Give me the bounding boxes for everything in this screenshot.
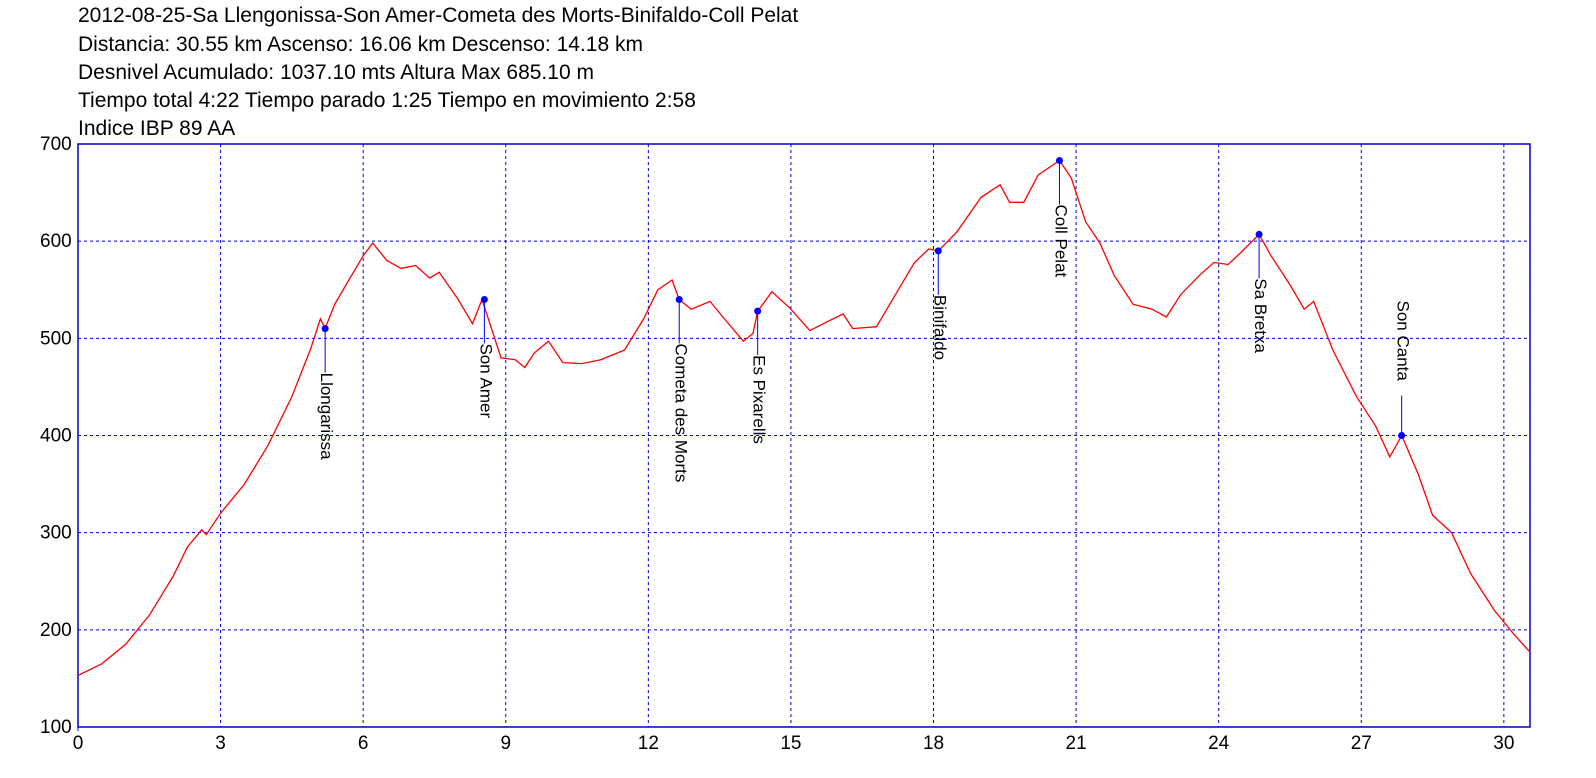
plot-frame bbox=[77, 143, 1531, 728]
elevation-line bbox=[77, 159, 1531, 677]
x-tick-label: 21 bbox=[1066, 733, 1087, 754]
subtitle: Tiempo total 4:22 Tiempo parado 1:25 Tie… bbox=[78, 89, 696, 112]
waypoint-marker bbox=[934, 247, 942, 255]
waypoint-label: Son Canta bbox=[1394, 301, 1413, 382]
x-tick-label: 27 bbox=[1351, 733, 1372, 754]
subtitle: Desnivel Acumulado: 1037.10 mts Altura M… bbox=[78, 61, 594, 84]
y-tick-label: 400 bbox=[40, 426, 72, 447]
x-tick-label: 3 bbox=[215, 733, 226, 754]
x-tick-label: 9 bbox=[500, 733, 511, 754]
waypoint-marker bbox=[1398, 432, 1406, 439]
waypoint-marker bbox=[480, 295, 488, 303]
waypoint-marker bbox=[754, 307, 762, 315]
y-tick-label: 200 bbox=[40, 620, 72, 641]
x-tick-label: 0 bbox=[73, 733, 84, 754]
x-tick-label: 24 bbox=[1208, 733, 1230, 754]
waypoint-label: Son Amer bbox=[476, 343, 495, 418]
waypoint-label: Es Pixarells bbox=[750, 355, 769, 444]
y-tick-label: 600 bbox=[40, 231, 72, 252]
waypoint-marker bbox=[1255, 230, 1263, 238]
y-tick-label: 500 bbox=[40, 328, 72, 349]
waypoint-marker bbox=[1055, 157, 1063, 165]
x-tick-label: 15 bbox=[780, 733, 801, 754]
x-tick-label: 6 bbox=[358, 733, 369, 754]
waypoint-label: Cometa des Morts bbox=[671, 343, 690, 482]
subtitle: Distancia: 30.55 km Ascenso: 16.06 km De… bbox=[78, 33, 643, 56]
x-tick-label: 18 bbox=[923, 733, 944, 754]
waypoint-label: Coll Pelat bbox=[1051, 205, 1070, 278]
subtitle: Indice IBP 89 AA bbox=[78, 117, 235, 140]
waypoint-marker bbox=[675, 295, 683, 303]
y-tick-label: 100 bbox=[40, 717, 72, 738]
x-tick-label: 30 bbox=[1493, 733, 1514, 754]
y-tick-label: 700 bbox=[40, 134, 72, 155]
x-tick-label: 12 bbox=[638, 733, 659, 754]
waypoint-label: Llongarissa bbox=[317, 373, 336, 460]
y-tick-label: 300 bbox=[40, 523, 72, 544]
waypoint-label: Sa Bretxa bbox=[1251, 278, 1270, 353]
waypoint-label: Binifaldo bbox=[930, 295, 949, 360]
waypoint-marker bbox=[321, 325, 329, 333]
chart-title: 2012-08-25-Sa Llengonissa-Son Amer-Comet… bbox=[78, 4, 798, 27]
